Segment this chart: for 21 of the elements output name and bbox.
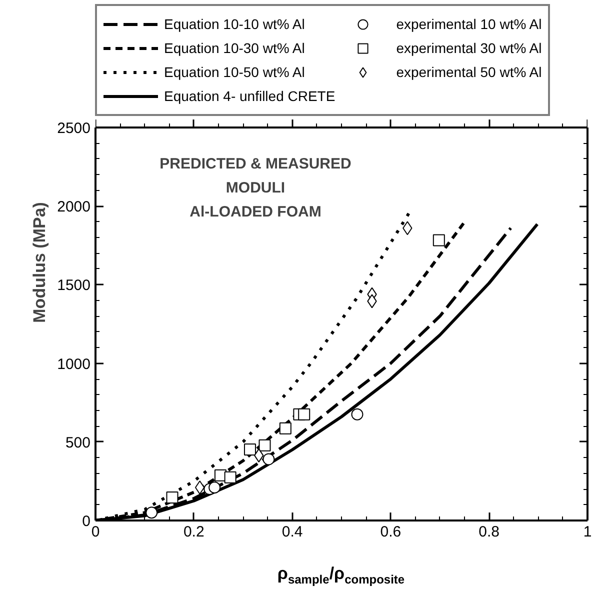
text: PREDICTED & MEASURED MODULI Al-LOADED FOAM xyxy=(160,156,352,220)
x-tick-label: 0.6 xyxy=(380,524,402,540)
x-axis-title: ρ$_{sample}$/ρ$_{composite}$ xyxy=(277,563,405,588)
legend-label: Equation 10-50 wt% Al xyxy=(164,63,305,82)
y-tick-label: 2000 xyxy=(57,198,91,216)
legend-label: experimental 50 wt% Al xyxy=(396,63,542,82)
y-tick-label: 2500 xyxy=(57,120,91,137)
y-tick-label: 1500 xyxy=(57,277,91,294)
legend-label: experimental 10 wt% Al xyxy=(396,15,542,34)
x-tick-label: 1 xyxy=(583,524,592,540)
legend-label: experimental 30 wt% Al xyxy=(396,39,542,58)
x-tick-label: 0.2 xyxy=(183,524,204,540)
x-tick-label: 0.8 xyxy=(478,524,500,540)
legend-label: Equation 10-10 wt% Al xyxy=(164,15,305,34)
legend-label: Equation 10-30 wt% Al xyxy=(164,39,305,58)
y-tick-label: 0 xyxy=(82,513,90,530)
y-axis-title: Modulus (MPa) xyxy=(30,202,50,323)
x-tick-label: 0.4 xyxy=(282,524,303,540)
y-tick-label: 500 xyxy=(65,434,91,452)
legend-label: Equation 4- unfilled CRETE xyxy=(164,87,336,106)
y-tick-label: 1000 xyxy=(57,356,91,373)
